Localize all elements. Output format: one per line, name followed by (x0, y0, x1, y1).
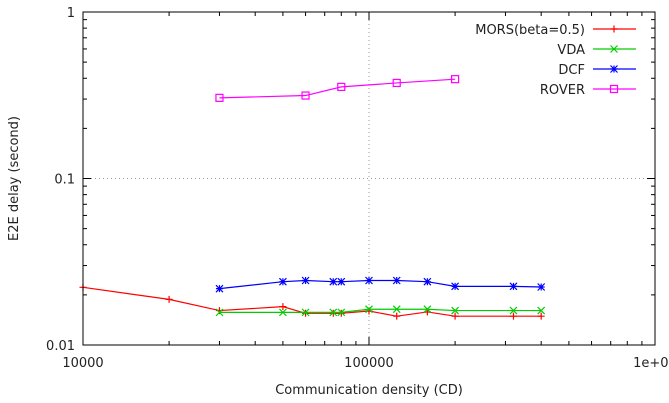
data-point-mors-beta-0-5 (279, 303, 287, 311)
data-point-vda (537, 306, 546, 315)
series-dcf (215, 276, 546, 293)
data-point-mors-beta-0-5 (337, 309, 345, 317)
data-point-rover (392, 78, 401, 88)
data-point-vda (365, 305, 373, 314)
data-point-dcf (392, 276, 401, 285)
legend: MORS(beta=0.5) VDA DCF ROVER (475, 23, 636, 98)
data-point-dcf (537, 283, 546, 291)
data-point-vda (392, 305, 401, 314)
data-point-rover (450, 75, 460, 84)
data-point-mors-beta-0-5 (165, 295, 173, 303)
data-point-dcf (509, 282, 518, 291)
data-point-vda (451, 306, 460, 315)
plot-frame (82, 11, 656, 346)
legend-marker (609, 84, 619, 94)
data-point-mors-beta-0-5 (451, 312, 459, 320)
data-point-vda (301, 308, 310, 317)
data-point-dcf (278, 277, 287, 286)
legend-item-mors-beta-0-5: MORS(beta=0.5) (475, 23, 636, 38)
x-tick-label: 10000 (62, 356, 103, 371)
x-axis-label: Communication density (CD) (275, 383, 463, 398)
data-point-vda (278, 308, 287, 317)
legend-marker (610, 45, 618, 53)
data-point-vda (509, 306, 518, 315)
data-point-mors-beta-0-5 (509, 312, 517, 320)
series-line-vda (219, 308, 542, 313)
data-point-vda (423, 305, 432, 314)
legend-item-rover: ROVER (540, 83, 636, 98)
series-layer (79, 75, 546, 320)
data-point-dcf (301, 276, 310, 285)
legend-marker (610, 65, 618, 73)
data-point-dcf (365, 276, 373, 285)
series-line-dcf (219, 279, 542, 290)
legend-label: MORS(beta=0.5) (475, 23, 585, 38)
data-point-rover (301, 91, 310, 100)
data-point-rover (215, 93, 224, 102)
legend-marker (610, 25, 618, 33)
axis-ticks: 10000 100000 1e+06 0.01 0.1 1 (46, 6, 669, 371)
data-point-mors-beta-0-5 (329, 309, 337, 317)
data-point-dcf (329, 277, 338, 286)
data-point-mors-beta-0-5 (393, 312, 401, 320)
legend-item-dcf: DCF (558, 63, 636, 78)
data-point-dcf (215, 284, 224, 293)
series-line-rover (219, 78, 456, 99)
data-point-vda (337, 308, 346, 317)
grid-lines (83, 12, 655, 345)
x-tick-label: 1e+06 (633, 356, 669, 371)
data-point-vda (329, 308, 338, 317)
y-axis-label: E2E delay (second) (7, 116, 22, 241)
data-point-vda (215, 308, 224, 317)
x-tick-label: 100000 (344, 356, 394, 371)
data-point-mors-beta-0-5 (302, 309, 310, 317)
legend-label: VDA (557, 43, 585, 58)
data-point-mors-beta-0-5 (537, 312, 545, 320)
data-point-dcf (337, 277, 346, 286)
legend-item-vda: VDA (557, 43, 636, 58)
data-point-dcf (423, 277, 432, 286)
legend-label: DCF (558, 63, 585, 78)
series-rover (215, 75, 460, 102)
series-mors-beta-0-5 (79, 283, 545, 320)
data-point-rover (337, 82, 346, 91)
y-tick-label: 0.01 (46, 339, 75, 354)
y-tick-label: 0.1 (54, 173, 75, 188)
legend-label: ROVER (540, 83, 585, 98)
series-vda (215, 305, 546, 317)
data-point-dcf (451, 282, 460, 291)
y-tick-label: 1 (67, 6, 75, 21)
